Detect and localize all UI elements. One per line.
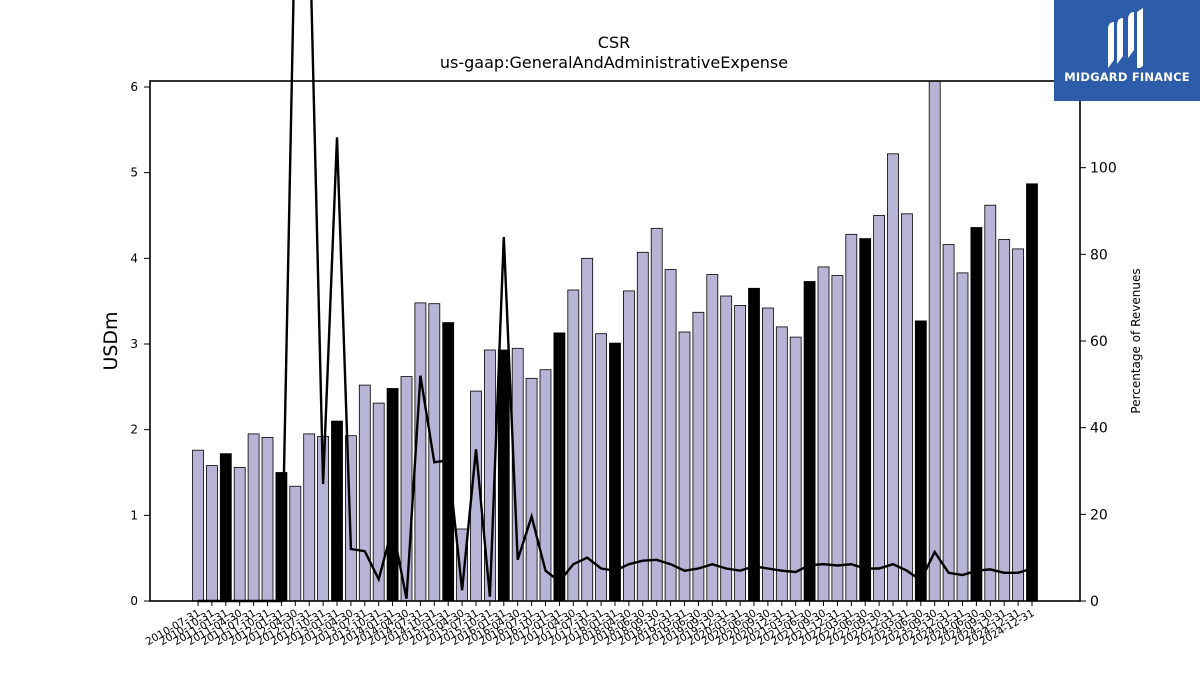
bar-2021-12-31 bbox=[831, 275, 844, 602]
bar-2019-03-31 bbox=[678, 331, 691, 602]
bar-2022-06-30 bbox=[859, 238, 872, 602]
logo-mark-icon bbox=[1108, 8, 1143, 68]
bar-2011-01-31 bbox=[219, 453, 232, 602]
y2-tick-label: 20 bbox=[1090, 507, 1108, 523]
bar-2018-09-30 bbox=[650, 227, 663, 602]
bar-2018-12-31 bbox=[664, 269, 677, 602]
y-tick-label: 6 bbox=[130, 80, 138, 94]
bar-2019-06-30 bbox=[692, 311, 705, 602]
bar-2024-12-31c bbox=[1026, 183, 1038, 602]
bar-2024-12-31 bbox=[998, 239, 1011, 602]
y-tick-label: 3 bbox=[130, 337, 138, 351]
y2-tick-label: 40 bbox=[1090, 421, 1108, 437]
y2-tick-label: 60 bbox=[1090, 334, 1108, 350]
bar-2022-03-31 bbox=[845, 233, 858, 602]
bar-2021-09-30 bbox=[817, 266, 830, 602]
bar-2019-12-31 bbox=[720, 295, 733, 602]
bar-2017-04-30 bbox=[567, 289, 580, 602]
y-tick-label: 4 bbox=[130, 251, 138, 265]
logo-text: MIDGARD FINANCE bbox=[1064, 70, 1190, 84]
bar-2020-09-30 bbox=[762, 307, 774, 602]
bar-2011-07-31 bbox=[247, 433, 260, 602]
bar-2019-09-30 bbox=[706, 274, 719, 602]
bar-2022-09-30 bbox=[873, 215, 885, 602]
bar-2014-10-31 bbox=[428, 303, 441, 602]
bar-2020-12-31 bbox=[775, 326, 788, 602]
y-tick-label: 2 bbox=[130, 423, 138, 437]
bar-2020-03-31 bbox=[734, 304, 746, 602]
chart-subtitle: us-gaap:GeneralAndAdministrativeExpense bbox=[440, 53, 788, 72]
bar-2018-04-30 bbox=[623, 290, 635, 602]
bar-2013-07-31 bbox=[358, 384, 371, 602]
bar-2017-10-31 bbox=[595, 333, 607, 602]
bar-2023-09-30 bbox=[928, 80, 941, 602]
bar-2010-07-31 bbox=[192, 449, 204, 602]
bar-2018-06-30 bbox=[636, 251, 649, 602]
bar-2023-06-30 bbox=[914, 320, 927, 602]
bar-2013-01-31 bbox=[331, 420, 343, 602]
y2-tick-label: 0 bbox=[1090, 594, 1099, 610]
y-tick-label: 5 bbox=[130, 166, 138, 180]
y-tick-label: 1 bbox=[130, 508, 138, 522]
bar-2012-04-30 bbox=[289, 485, 302, 602]
bar-2021-03-31 bbox=[789, 336, 802, 602]
y2-tick-label: 80 bbox=[1090, 247, 1108, 263]
bar-2024-06-30 bbox=[970, 227, 983, 602]
bar-2011-10-31 bbox=[261, 436, 274, 602]
bar-2022-12-31 bbox=[887, 153, 899, 602]
chart-title: CSR bbox=[598, 33, 630, 52]
bar-2017-07-31 bbox=[581, 257, 594, 602]
bar-2018-01-31 bbox=[609, 342, 621, 602]
percentage-line bbox=[198, 0, 1033, 603]
midgard-finance-logo: MIDGARD FINANCE bbox=[1054, 0, 1200, 101]
y-tick-label: 0 bbox=[130, 594, 138, 608]
y2-axis-label: Percentage of Revenues bbox=[1129, 268, 1143, 413]
bar-2014-01-31 bbox=[386, 388, 399, 602]
bar-2017-01-31 bbox=[553, 332, 566, 602]
bar-2010-10-31 bbox=[205, 465, 218, 602]
bar-2023-12-31 bbox=[942, 244, 955, 602]
bar-2024-03-31 bbox=[956, 272, 969, 602]
bar-2012-07-31 bbox=[303, 433, 316, 602]
bar-2016-01-31 bbox=[497, 349, 510, 602]
y-axis-label: USDm bbox=[100, 311, 122, 370]
bar-2020-06-30 bbox=[748, 287, 760, 602]
bar-2023-03-31 bbox=[901, 213, 913, 602]
bar-2016-07-31 bbox=[525, 377, 538, 602]
bar-2024-12-31b bbox=[1012, 248, 1024, 602]
bar-2024-09-30 bbox=[984, 204, 997, 602]
y2-tick-label: 100 bbox=[1090, 161, 1117, 177]
bar-2011-04-30 bbox=[233, 466, 246, 602]
bar-2021-06-30 bbox=[803, 281, 816, 602]
bar-2014-04-30 bbox=[400, 376, 413, 602]
